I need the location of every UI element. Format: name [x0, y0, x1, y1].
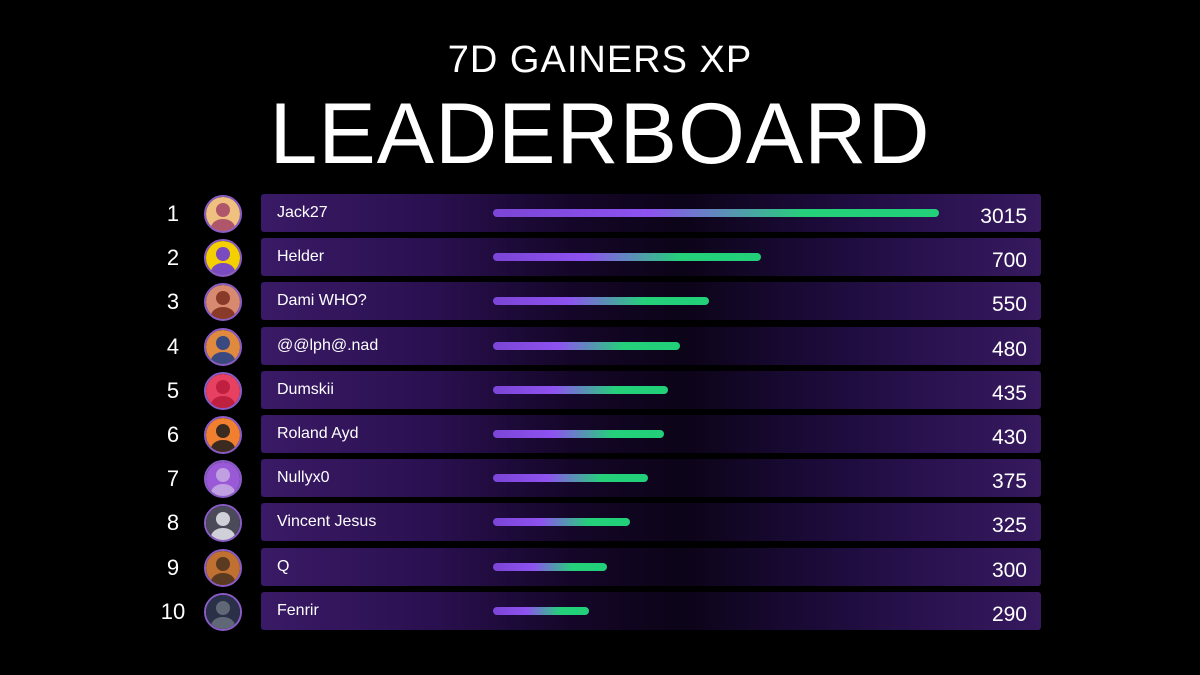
- xp-value: 300: [991, 558, 1027, 582]
- avatar-astronaut-icon: [204, 239, 242, 278]
- leaderboard-row: 9 Q 300: [0, 547, 1200, 587]
- bar-card: Nullyx0 375: [261, 459, 1041, 498]
- player-name: Nullyx0: [277, 469, 330, 487]
- bar-card: Fenrir 290: [261, 591, 1041, 630]
- player-name: Roland Ayd: [277, 425, 359, 442]
- avatar-planet-icon: [204, 327, 242, 366]
- rank-label: 3: [166, 289, 180, 315]
- rank-label: 9: [166, 554, 180, 580]
- leaderboard-row: 7 Nullyx0 375: [0, 459, 1200, 499]
- player-name: Q: [277, 557, 290, 575]
- xp-bar: [493, 341, 680, 350]
- avatar-face-icon: [204, 548, 242, 587]
- xp-bar-track: [493, 562, 948, 571]
- player-name: Fenrir: [277, 601, 319, 619]
- player-name: Vincent Jesus: [277, 513, 377, 531]
- xp-bar-track: [493, 209, 948, 217]
- rank-label: 1: [166, 201, 180, 226]
- player-name: Dumskii: [277, 380, 334, 398]
- xp-bar-track: [493, 606, 948, 615]
- player-name: Helder: [277, 248, 325, 266]
- leaderboard-row: 10 Fenrir 290: [0, 591, 1200, 631]
- xp-bar: [493, 385, 669, 394]
- xp-bar: [493, 606, 589, 615]
- xp-bar-track: [493, 341, 948, 350]
- xp-bar: [493, 562, 607, 571]
- xp-bar-track: [493, 297, 948, 306]
- rank-label: 6: [166, 422, 180, 447]
- rank-label: 2: [166, 245, 180, 271]
- xp-bar: [493, 253, 762, 262]
- leaderboard-row: 4 @@lph@.nad 480: [0, 326, 1200, 366]
- xp-value: 3015: [980, 205, 1027, 228]
- bar-card: Vincent Jesus 325: [261, 503, 1041, 542]
- bar-card: Jack27 3015: [261, 194, 1041, 232]
- xp-value: 700: [991, 249, 1027, 273]
- xp-value: 290: [991, 602, 1027, 626]
- player-name: Jack27: [277, 204, 328, 221]
- xp-value: 550: [991, 293, 1027, 317]
- xp-bar: [493, 430, 664, 438]
- xp-bar-track: [493, 385, 948, 394]
- bar-card: Q 300: [261, 547, 1041, 586]
- leaderboard-row: 3 Dami WHO? 550: [0, 282, 1200, 322]
- avatar-ghost-icon: [204, 460, 242, 499]
- avatar-mask-icon: [204, 371, 242, 410]
- leaderboard-row: 5 Dumskii 435: [0, 370, 1200, 410]
- avatar-person-icon: [204, 416, 242, 454]
- bar-card: Roland Ayd 430: [261, 415, 1041, 453]
- bar-card: Dumskii 435: [261, 370, 1041, 409]
- rank-label: 5: [166, 377, 180, 403]
- rank-label: 7: [166, 466, 180, 492]
- xp-bar-track: [493, 253, 948, 262]
- subtitle: 7D GAINERS XP: [447, 39, 753, 81]
- avatar-robot-icon: [204, 504, 242, 543]
- avatar-wolf-icon: [204, 592, 242, 631]
- page-title: LEADERBOARD: [269, 86, 931, 182]
- xp-value: 325: [991, 514, 1027, 538]
- xp-bar: [493, 297, 710, 306]
- leaderboard-row: 6 Roland Ayd 430: [0, 415, 1200, 454]
- xp-bar-track: [493, 474, 948, 483]
- xp-bar: [493, 209, 939, 217]
- rank-label: 4: [166, 333, 180, 359]
- xp-value: 435: [991, 381, 1027, 405]
- player-name: Dami WHO?: [277, 292, 367, 310]
- avatar-anime-icon: [204, 283, 242, 322]
- avatar-portrait-icon: [204, 195, 242, 233]
- player-name: @@lph@.nad: [277, 336, 379, 354]
- bar-card: @@lph@.nad 480: [261, 326, 1041, 365]
- xp-value: 480: [991, 337, 1027, 361]
- xp-bar: [493, 474, 648, 483]
- rank-label: 10: [160, 598, 186, 624]
- xp-bar-track: [493, 430, 948, 438]
- leaderboard-row: 1 Jack27 3015: [0, 194, 1200, 233]
- xp-bar-track: [493, 518, 948, 527]
- leaderboard-row: 2 Helder 700: [0, 238, 1200, 278]
- rank-label: 8: [166, 510, 180, 536]
- bar-card: Helder 700: [261, 238, 1041, 277]
- xp-value: 375: [991, 470, 1027, 494]
- xp-bar: [493, 518, 630, 527]
- leaderboard-row: 8 Vincent Jesus 325: [0, 503, 1200, 543]
- bar-card: Dami WHO? 550: [261, 282, 1041, 321]
- xp-value: 430: [991, 426, 1027, 449]
